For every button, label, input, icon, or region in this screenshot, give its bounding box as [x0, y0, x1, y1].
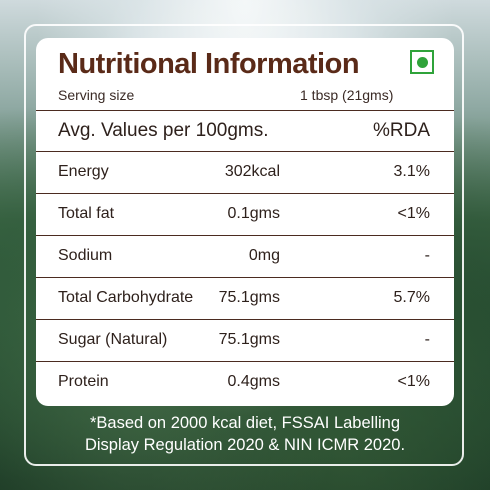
table-row: Sodium 0mg - [36, 235, 454, 277]
outer-frame [24, 24, 464, 466]
nutrient-name: Total fat [58, 205, 115, 222]
nutrient-name: Sodium [58, 247, 113, 264]
nutrient-amount: 0.4gms [227, 373, 280, 390]
footnote-line-1: *Based on 2000 kcal diet, FSSAI Labellin… [89, 414, 401, 432]
nutrient-rda: 5.7% [393, 289, 430, 306]
nutrient-name: Energy [58, 163, 109, 180]
nutrient-name: Sugar (Natural) [58, 331, 168, 348]
serving-size: Serving size 1 tbsp (21gms) [58, 87, 428, 105]
nutrient-rda: <1% [397, 205, 430, 222]
nutrition-table: Avg. Values per 100gms. %RDA Energy 302k… [36, 110, 454, 401]
nutrition-card: Nutritional Information Serving size 1 t… [36, 38, 454, 406]
header-rda: %RDA [372, 120, 430, 141]
footnote: *Based on 2000 kcal diet, FSSAI Labellin… [40, 412, 450, 456]
nutrition-title: Nutritional Information [58, 48, 360, 80]
veg-dot [416, 56, 428, 68]
nutrient-rda: - [424, 247, 430, 264]
table-row: Total Carbohydrate 75.1gms 5.7% [36, 277, 454, 319]
nutrient-amount: 0mg [248, 247, 280, 264]
nutrient-rda: <1% [397, 373, 430, 390]
nutrient-amount: 302kcal [224, 163, 280, 180]
nutrient-rda: 3.1% [393, 163, 430, 180]
nutrient-amount: 75.1gms [218, 289, 280, 306]
footnote-line-2: Display Regulation 2020 & NIN ICMR 2020. [84, 436, 406, 454]
nutrient-amount: 0.1gms [227, 205, 280, 222]
table-row: Energy 302kcal 3.1% [36, 151, 454, 193]
nutrient-amount: 75.1gms [218, 331, 280, 348]
nutrient-rda: - [424, 331, 430, 348]
table-row: Total fat 0.1gms <1% [36, 193, 454, 235]
veg-symbol-icon [410, 50, 434, 74]
serving-value: 1 tbsp (21gms) [300, 87, 394, 103]
table-row: Protein 0.4gms <1% [36, 361, 454, 401]
table-header: Avg. Values per 100gms. %RDA [36, 110, 454, 151]
nutrient-name: Protein [58, 373, 109, 390]
nutrient-name: Total Carbohydrate [58, 289, 194, 306]
table-row: Sugar (Natural) 75.1gms - [36, 319, 454, 361]
header-label: Avg. Values per 100gms. [58, 120, 269, 141]
serving-label: Serving size [58, 87, 135, 103]
